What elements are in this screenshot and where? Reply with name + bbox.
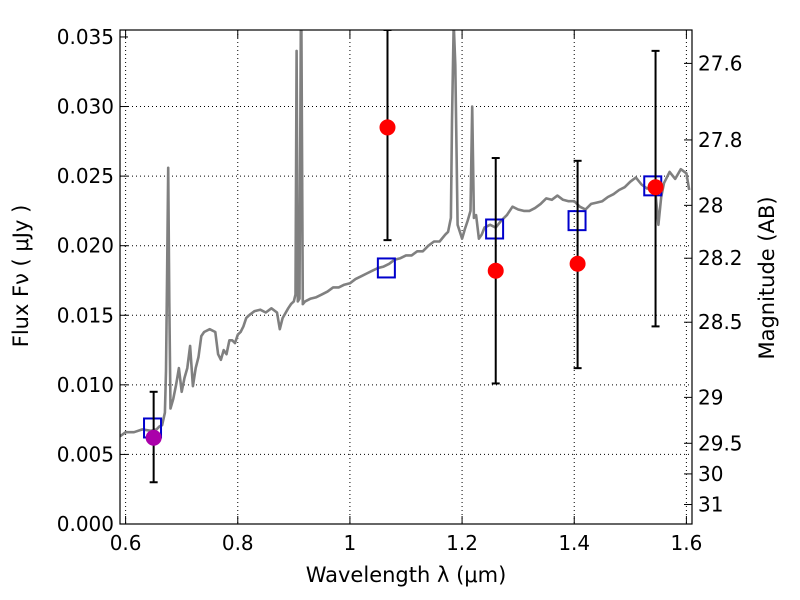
y-tick-label: 0.025 bbox=[57, 164, 114, 188]
right-tick-label: 27.6 bbox=[698, 51, 743, 75]
right-tick-label: 27.8 bbox=[698, 128, 743, 152]
x-tick-label: 0.8 bbox=[222, 531, 254, 555]
plot-area bbox=[120, 30, 691, 484]
grid bbox=[120, 30, 692, 525]
y-tick-label: 0.030 bbox=[57, 95, 114, 119]
right-tick-label: 29 bbox=[698, 385, 723, 409]
axes-frame bbox=[119, 29, 693, 525]
right-tick-label: 29.5 bbox=[698, 431, 743, 455]
y-tick-label: 0.035 bbox=[57, 25, 114, 49]
right-axis-title: Magnitude (AB) bbox=[755, 196, 779, 359]
x-axis-title: Wavelength λ (μm) bbox=[306, 563, 507, 587]
right-tick-label: 30 bbox=[698, 462, 723, 486]
right-tick-label: 31 bbox=[698, 493, 723, 517]
model-photometry-square bbox=[485, 218, 505, 240]
x-tick-label: 1.2 bbox=[446, 531, 478, 555]
x-tick-label: 1.4 bbox=[558, 531, 590, 555]
axes bbox=[119, 29, 693, 525]
tick-labels: 0.6 0.8 1 1.2 1.4 1.6 0.000 0.005 0.010 0.015 0.02… bbox=[57, 25, 743, 555]
right-tick-label: 28.2 bbox=[698, 246, 743, 270]
y-axis-title: Flux Fν ( μJy ) bbox=[9, 205, 33, 348]
y-tick-label: 0.020 bbox=[57, 234, 114, 258]
observed-photometry-point bbox=[145, 429, 162, 446]
model-photometry-square bbox=[376, 257, 396, 279]
y-tick-label: 0.015 bbox=[57, 303, 114, 327]
x-tick-label: 0.6 bbox=[110, 531, 142, 555]
observed-photometry-point bbox=[569, 255, 586, 272]
x-tick-label: 1.6 bbox=[670, 531, 702, 555]
observed-photometry-point bbox=[647, 179, 664, 196]
x-tick-label: 1 bbox=[344, 531, 357, 555]
right-tick-label: 28 bbox=[698, 193, 723, 217]
observed-photometry-point bbox=[487, 262, 504, 279]
observed-photometry-point bbox=[379, 119, 396, 136]
spectrum-line bbox=[120, 30, 691, 438]
y-tick-label: 0.000 bbox=[57, 512, 114, 536]
y-tick-label: 0.005 bbox=[57, 442, 114, 466]
right-tick-label: 28.5 bbox=[698, 310, 743, 334]
y-tick-label: 0.010 bbox=[57, 373, 114, 397]
